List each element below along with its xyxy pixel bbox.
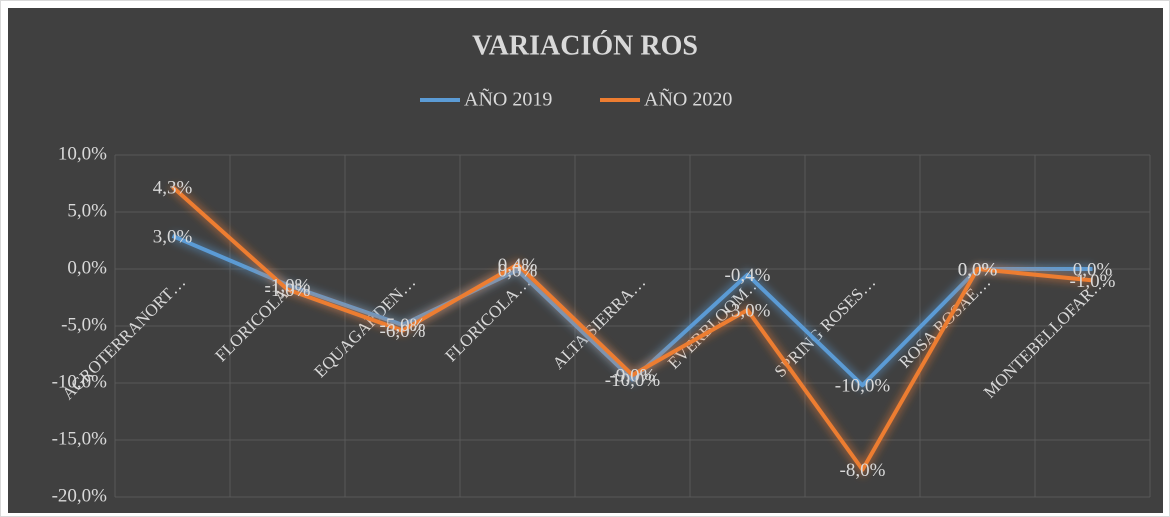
data-label: 4,3% (153, 177, 193, 198)
data-label: -6,0% (380, 321, 426, 342)
data-label: 0,0% (1073, 259, 1113, 280)
chart-area (8, 8, 1163, 513)
y-tick-label: -10,0% (52, 371, 108, 392)
data-label: -1,0% (1070, 271, 1116, 292)
y-tick-label: 5,0% (67, 200, 107, 221)
data-label: -0,4% (725, 265, 771, 286)
y-tick-label: 10,0% (58, 143, 107, 164)
y-tick-label: -20,0% (52, 485, 108, 506)
data-label: -5,0% (380, 315, 426, 336)
y-tick-label: -5,0% (61, 314, 107, 335)
data-label: 0,0% (958, 259, 998, 280)
legend: AÑO 2019 AÑO 2020 (420, 87, 732, 111)
data-label: 0,0% (498, 260, 538, 281)
chart-title: VARIACIÓN ROS (472, 30, 698, 61)
y-tick-label: 0,0% (67, 257, 107, 278)
data-label: 3,0% (153, 226, 193, 247)
data-label: -1,0% (265, 275, 311, 296)
y-tick-label: -15,0% (52, 428, 108, 449)
series-line (171, 185, 1093, 472)
legend-label: AÑO 2019 (464, 87, 552, 111)
data-label: -3,0% (725, 300, 771, 321)
data-label: -8,0% (840, 460, 886, 481)
data-label: 0,0% (958, 259, 998, 280)
data-label: -10,0% (605, 370, 661, 391)
data-label: -1,0% (265, 280, 311, 301)
legend-label: AÑO 2020 (644, 87, 732, 111)
data-label: -10,0% (835, 376, 891, 397)
data-label: 0,4% (498, 255, 538, 276)
data-label: -9,0% (610, 365, 656, 386)
